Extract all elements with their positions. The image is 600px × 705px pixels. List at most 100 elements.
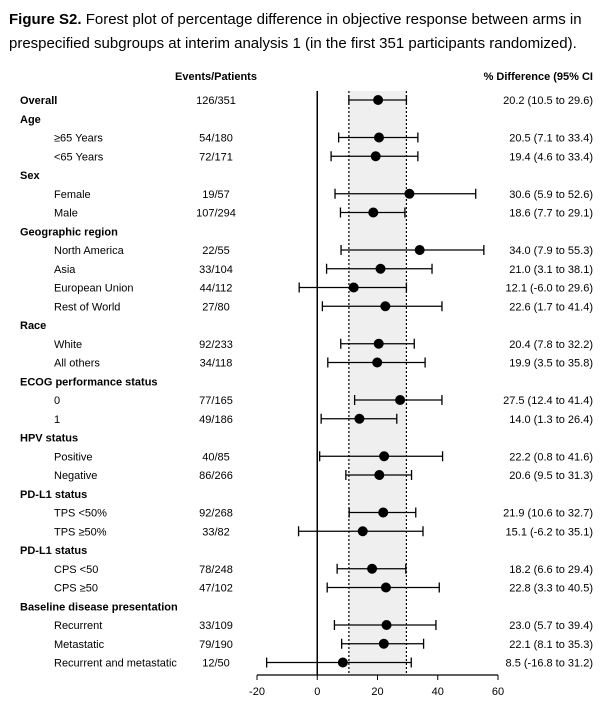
ci-value: 21.9 (10.6 to 32.7) <box>503 508 593 520</box>
reference-lines <box>348 91 408 675</box>
point-estimate <box>368 207 379 218</box>
point-estimate <box>370 151 381 162</box>
subgroup-label: CPS <50 <box>54 564 98 576</box>
events-value: 126/351 <box>196 95 236 107</box>
group-label: Age <box>20 114 41 126</box>
subgroup-row: Recurrent 33/109 23.0 (5.7 to 39.4) <box>54 620 593 632</box>
subgroup-label: TPS ≥50% <box>54 526 107 538</box>
subgroup-row: North America 22/55 34.0 (7.9 to 55.3) <box>54 245 593 257</box>
group-row: Geographic region <box>20 226 118 238</box>
point-estimate <box>374 132 385 143</box>
subgroup-label: 0 <box>54 395 60 407</box>
group-label: HPV status <box>20 433 78 445</box>
group-row: Baseline disease presentation <box>20 601 178 613</box>
group-label: Baseline disease presentation <box>20 601 178 613</box>
x-tick-label: -20 <box>249 686 265 698</box>
group-row: Age <box>20 114 41 126</box>
ci-value: 30.6 (5.9 to 52.6) <box>509 189 593 201</box>
subgroup-label: ≥65 Years <box>54 133 103 145</box>
subgroup-row: All others 34/118 19.9 (3.5 to 35.8) <box>54 357 593 370</box>
point-estimate <box>380 582 391 593</box>
events-value: 19/57 <box>202 189 230 201</box>
ci-value: 20.2 (10.5 to 29.6) <box>503 95 593 107</box>
events-value: 33/109 <box>199 620 233 632</box>
ci-value: 20.4 (7.8 to 32.2) <box>509 339 593 351</box>
group-row: Sex <box>20 170 40 182</box>
ci-value: 27.5 (12.4 to 41.4) <box>503 395 593 407</box>
subgroup-label: Positive <box>54 451 93 463</box>
subgroup-row: ≥65 Years 54/180 20.5 (7.1 to 33.4) <box>54 132 593 145</box>
point-estimate <box>373 338 384 349</box>
group-row: HPV status <box>20 433 78 445</box>
point-estimate <box>414 245 425 255</box>
point-estimate <box>379 451 390 462</box>
events-value: 79/190 <box>199 639 233 651</box>
subgroup-row: CPS ≥50 47/102 22.8 (3.3 to 40.5) <box>54 582 593 595</box>
ci-value: 18.6 (7.7 to 29.1) <box>509 208 593 220</box>
subgroup-label: Negative <box>54 470 97 482</box>
events-value: 78/248 <box>199 564 233 576</box>
subgroup-row: Female 19/57 30.6 (5.9 to 52.6) <box>54 188 593 201</box>
events-value: 77/165 <box>199 395 233 407</box>
subgroup-row: Male 107/294 18.6 (7.7 to 29.1) <box>54 207 593 220</box>
subgroup-row: White 92/233 20.4 (7.8 to 32.2) <box>54 338 593 351</box>
events-value: 33/104 <box>199 264 233 276</box>
group-label: Overall <box>20 95 57 107</box>
x-tick-label: 20 <box>371 686 383 698</box>
events-value: 92/233 <box>199 339 233 351</box>
subgroup-label: Male <box>54 208 78 220</box>
group-row: PD-L1 status <box>20 489 87 501</box>
subgroup-label: TPS <50% <box>54 508 107 520</box>
subgroup-label: 1 <box>54 414 60 426</box>
ci-value: 18.2 (6.6 to 29.4) <box>509 564 593 576</box>
subgroup-label: Metastatic <box>54 639 105 651</box>
group-label: ECOG performance status <box>20 376 158 388</box>
ci-value: 23.0 (5.7 to 39.4) <box>509 620 593 632</box>
events-value: 92/268 <box>199 508 233 520</box>
ci-shaded-band <box>348 91 407 675</box>
subgroup-label: All others <box>54 358 100 370</box>
subgroup-label: Recurrent and metastatic <box>54 658 177 670</box>
point-estimate <box>367 563 378 574</box>
events-value: 33/82 <box>202 526 230 538</box>
point-estimate <box>373 95 384 105</box>
events-value: 22/55 <box>202 245 230 257</box>
point-estimate <box>348 282 359 293</box>
subgroup-row: <65 Years 72/171 19.4 (4.6 to 33.4) <box>54 151 593 163</box>
group-row: PD-L1 status <box>20 545 87 557</box>
subgroup-row: European Union 44/112 12.1 (-6.0 to 29.6) <box>54 282 593 295</box>
group-label: PD-L1 status <box>20 489 87 501</box>
point-estimate <box>372 357 383 368</box>
ci-value: 20.6 (9.5 to 31.3) <box>509 470 593 482</box>
ci-value: 20.5 (7.1 to 33.4) <box>509 133 593 145</box>
events-value: 27/80 <box>202 301 230 313</box>
group-row: ECOG performance status <box>20 376 158 388</box>
ci-value: 14.0 (1.3 to 26.4) <box>509 414 593 426</box>
point-estimate <box>381 620 392 630</box>
point-estimate <box>395 395 406 405</box>
point-estimate <box>380 301 391 312</box>
caption-line-2: prespecified subgroups at interim analys… <box>9 35 577 52</box>
subgroup-row: CPS <50 78/248 18.2 (6.6 to 29.4) <box>54 563 593 576</box>
ci-value: 8.5 (-16.8 to 31.2) <box>506 658 593 670</box>
events-value: 34/118 <box>200 358 233 370</box>
group-row: Overall 126/351 20.2 (10.5 to 29.6) <box>20 95 593 107</box>
x-tick-label: 0 <box>314 686 320 698</box>
point-estimate <box>374 470 385 480</box>
ci-value: 19.4 (4.6 to 33.4) <box>509 151 593 163</box>
events-value: 47/102 <box>199 583 233 595</box>
subgroup-label: Female <box>54 189 91 201</box>
subgroup-row: Recurrent and metastatic 12/50 8.5 (-16.8 … <box>54 657 593 670</box>
subgroup-label: Rest of World <box>54 301 120 313</box>
subgroup-label: European Union <box>54 283 134 295</box>
group-label: PD-L1 status <box>20 545 87 557</box>
ci-value: 22.1 (8.1 to 35.3) <box>509 639 593 651</box>
subgroup-row: Asia 33/104 21.0 (3.1 to 38.1) <box>54 263 593 276</box>
ci-value: 34.0 (7.9 to 55.3) <box>509 245 593 257</box>
point-estimate <box>378 507 389 518</box>
caption-line-1: Forest plot of percentage difference in … <box>81 11 582 28</box>
subgroup-label: Recurrent <box>54 620 102 632</box>
ci-value: 22.6 (1.7 to 41.4) <box>509 301 593 313</box>
subgroup-row: TPS <50% 92/268 21.9 (10.6 to 32.7) <box>54 507 593 520</box>
events-value: 107/294 <box>196 208 236 220</box>
